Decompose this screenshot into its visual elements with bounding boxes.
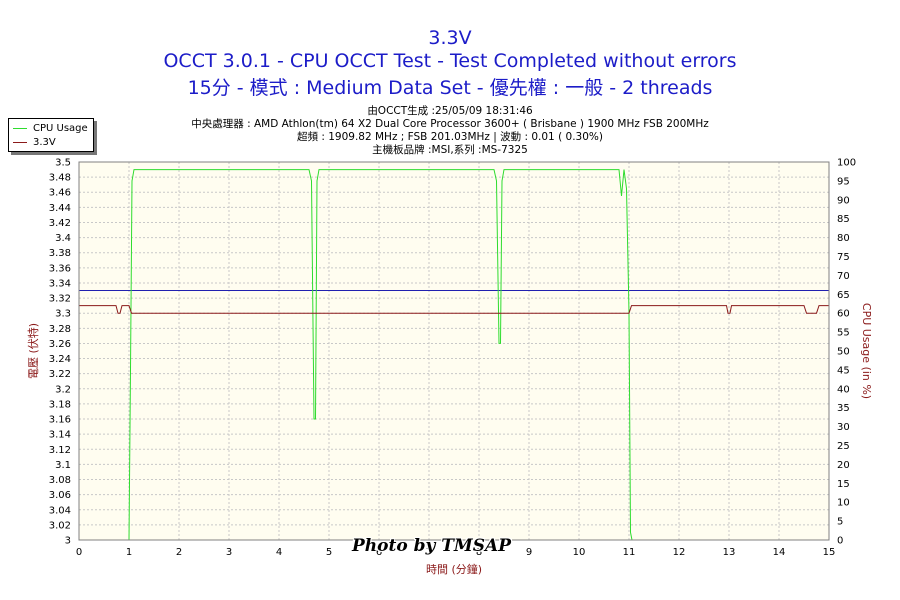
y2-tick-label-14: 70 bbox=[837, 271, 850, 282]
y-tick-label-12: 3.24 bbox=[49, 354, 71, 365]
y2-tick-label-16: 80 bbox=[837, 233, 850, 244]
y-tick-label-8: 3.16 bbox=[49, 415, 71, 426]
series-line-cpu-usage bbox=[128, 169, 634, 541]
y2-tick-label-20: 100 bbox=[837, 158, 856, 169]
y-tick-label-2: 3.04 bbox=[49, 505, 71, 516]
y2-tick-label-4: 20 bbox=[837, 460, 850, 471]
x-tick-label-11: 11 bbox=[623, 547, 636, 558]
x-tick-label-12: 12 bbox=[673, 547, 686, 558]
y-tick-label-21: 3.42 bbox=[49, 218, 71, 229]
y-tick-label-1: 3.02 bbox=[49, 520, 71, 531]
y2-tick-label-1: 5 bbox=[837, 517, 843, 528]
y-tick-label-23: 3.46 bbox=[49, 188, 71, 199]
y2-tick-label-2: 10 bbox=[837, 498, 850, 509]
y2-tick-label-7: 35 bbox=[837, 403, 850, 414]
x-tick-label-6: 6 bbox=[376, 547, 382, 558]
x-tick-label-14: 14 bbox=[773, 547, 786, 558]
x-tick-label-9: 9 bbox=[526, 547, 532, 558]
y2-tick-label-6: 30 bbox=[837, 422, 850, 433]
y-tick-label-6: 3.12 bbox=[49, 445, 71, 456]
y-tick-label-9: 3.18 bbox=[49, 399, 71, 410]
y2-tick-label-17: 85 bbox=[837, 214, 850, 225]
plot-frame bbox=[78, 161, 830, 541]
info-motherboard: 主機板品牌 :MSI,系列 :MS-7325 bbox=[372, 144, 528, 156]
series-line-3-3v bbox=[79, 305, 829, 314]
y2-tick-label-15: 75 bbox=[837, 252, 850, 263]
y-axis-label: 電壓 (伏特) bbox=[26, 323, 40, 379]
chart-legend: CPU Usage 3.3V bbox=[8, 118, 94, 152]
info-cpu: 中央處理器 : AMD Athlon(tm) 64 X2 Dual Core P… bbox=[191, 118, 709, 130]
y-tick-label-18: 3.36 bbox=[49, 263, 71, 274]
y2-axis-label: CPU Usage (in %) bbox=[860, 303, 873, 399]
y-tick-label-0: 3 bbox=[65, 536, 71, 547]
legend-swatch-voltage bbox=[13, 142, 27, 143]
y-tick-label-24: 3.48 bbox=[49, 173, 71, 184]
y2-tick-label-5: 25 bbox=[837, 441, 850, 452]
x-tick-label-3: 3 bbox=[226, 547, 232, 558]
x-tick-label-8: 8 bbox=[476, 547, 482, 558]
y-tick-label-3: 3.06 bbox=[49, 490, 71, 501]
y2-tick-label-11: 55 bbox=[837, 328, 850, 339]
y2-tick-label-8: 40 bbox=[837, 384, 850, 395]
chart-subtitle-mode: 15分 - 模式 : Medium Data Set - 優先權 : 一般 - … bbox=[187, 77, 713, 99]
y2-tick-label-18: 90 bbox=[837, 195, 850, 206]
x-tick-label-15: 15 bbox=[823, 547, 836, 558]
x-tick-label-0: 0 bbox=[76, 547, 82, 558]
y2-tick-label-10: 50 bbox=[837, 347, 850, 358]
legend-swatch-cpu-usage bbox=[13, 128, 27, 129]
y-tick-label-7: 3.14 bbox=[49, 430, 71, 441]
y2-tick-label-3: 15 bbox=[837, 479, 850, 490]
y2-tick-label-9: 45 bbox=[837, 365, 850, 376]
y2-tick-label-12: 60 bbox=[837, 309, 850, 320]
x-tick-label-4: 4 bbox=[276, 547, 282, 558]
plot-area bbox=[79, 162, 829, 540]
y2-tick-label-19: 95 bbox=[837, 176, 850, 187]
chart-title: 3.3V bbox=[428, 27, 472, 49]
x-tick-label-5: 5 bbox=[326, 547, 332, 558]
y-tick-label-22: 3.44 bbox=[49, 203, 71, 214]
x-axis-label: 時間 (分鐘) bbox=[426, 562, 482, 576]
y-tick-label-20: 3.4 bbox=[55, 233, 71, 244]
y-tick-label-16: 3.32 bbox=[49, 294, 71, 305]
info-overclock: 超頻 : 1909.82 MHz ; FSB 201.03MHz | 波動 : … bbox=[297, 131, 603, 143]
legend-label-voltage: 3.3V bbox=[33, 137, 56, 148]
x-tick-label-1: 1 bbox=[126, 547, 132, 558]
y-tick-label-13: 3.26 bbox=[49, 339, 71, 350]
legend-item-cpu-usage: CPU Usage bbox=[13, 122, 88, 135]
y-tick-label-4: 3.08 bbox=[49, 475, 71, 486]
y-tick-label-5: 3.1 bbox=[55, 460, 71, 471]
chart-subtitle-test-status: OCCT 3.0.1 - CPU OCCT Test - Test Comple… bbox=[163, 50, 737, 72]
x-tick-label-7: 7 bbox=[426, 547, 432, 558]
y-tick-label-19: 3.38 bbox=[49, 248, 71, 259]
x-tick-label-10: 10 bbox=[573, 547, 586, 558]
y2-tick-label-0: 0 bbox=[837, 536, 843, 547]
info-generated-time: 由OCCT生成 :25/05/09 18:31:46 bbox=[367, 105, 533, 117]
legend-item-voltage: 3.3V bbox=[13, 136, 56, 149]
legend-label-cpu-usage: CPU Usage bbox=[33, 123, 88, 134]
y-tick-label-11: 3.22 bbox=[49, 369, 71, 380]
x-tick-label-2: 2 bbox=[176, 547, 182, 558]
y-tick-label-10: 3.2 bbox=[55, 384, 71, 395]
y-tick-label-17: 3.34 bbox=[49, 278, 71, 289]
y-tick-label-25: 3.5 bbox=[55, 158, 71, 169]
watermark-text: Photo by TMSAP bbox=[352, 536, 511, 556]
y2-tick-label-13: 65 bbox=[837, 290, 850, 301]
x-tick-label-13: 13 bbox=[723, 547, 736, 558]
y-tick-label-14: 3.28 bbox=[49, 324, 71, 335]
y-tick-label-15: 3.3 bbox=[55, 309, 71, 320]
